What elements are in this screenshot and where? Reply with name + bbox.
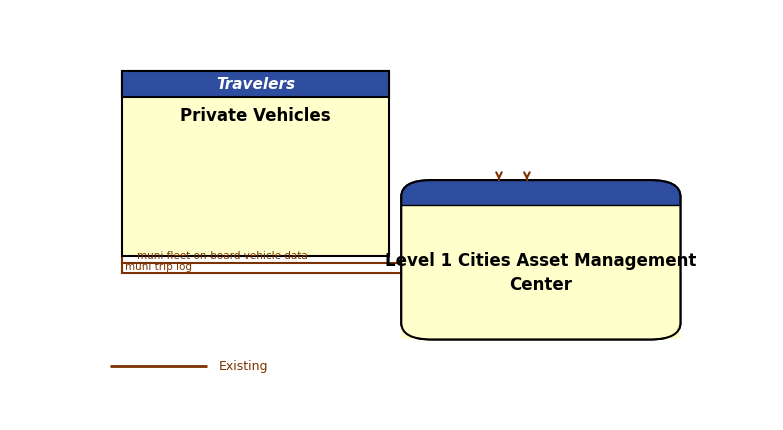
Text: Existing: Existing <box>219 359 269 373</box>
FancyBboxPatch shape <box>402 181 680 340</box>
Bar <box>122 71 389 257</box>
Bar <box>122 71 389 98</box>
Text: Travelers: Travelers <box>216 77 295 92</box>
Text: Level 1 Cities Asset Management
Center: Level 1 Cities Asset Management Center <box>385 252 697 293</box>
FancyBboxPatch shape <box>402 181 680 340</box>
Text: muni fleet on-board vehicle data: muni fleet on-board vehicle data <box>137 251 308 261</box>
Text: muni trip log: muni trip log <box>125 261 192 271</box>
Bar <box>402 206 680 340</box>
Text: Private Vehicles: Private Vehicles <box>180 107 331 125</box>
